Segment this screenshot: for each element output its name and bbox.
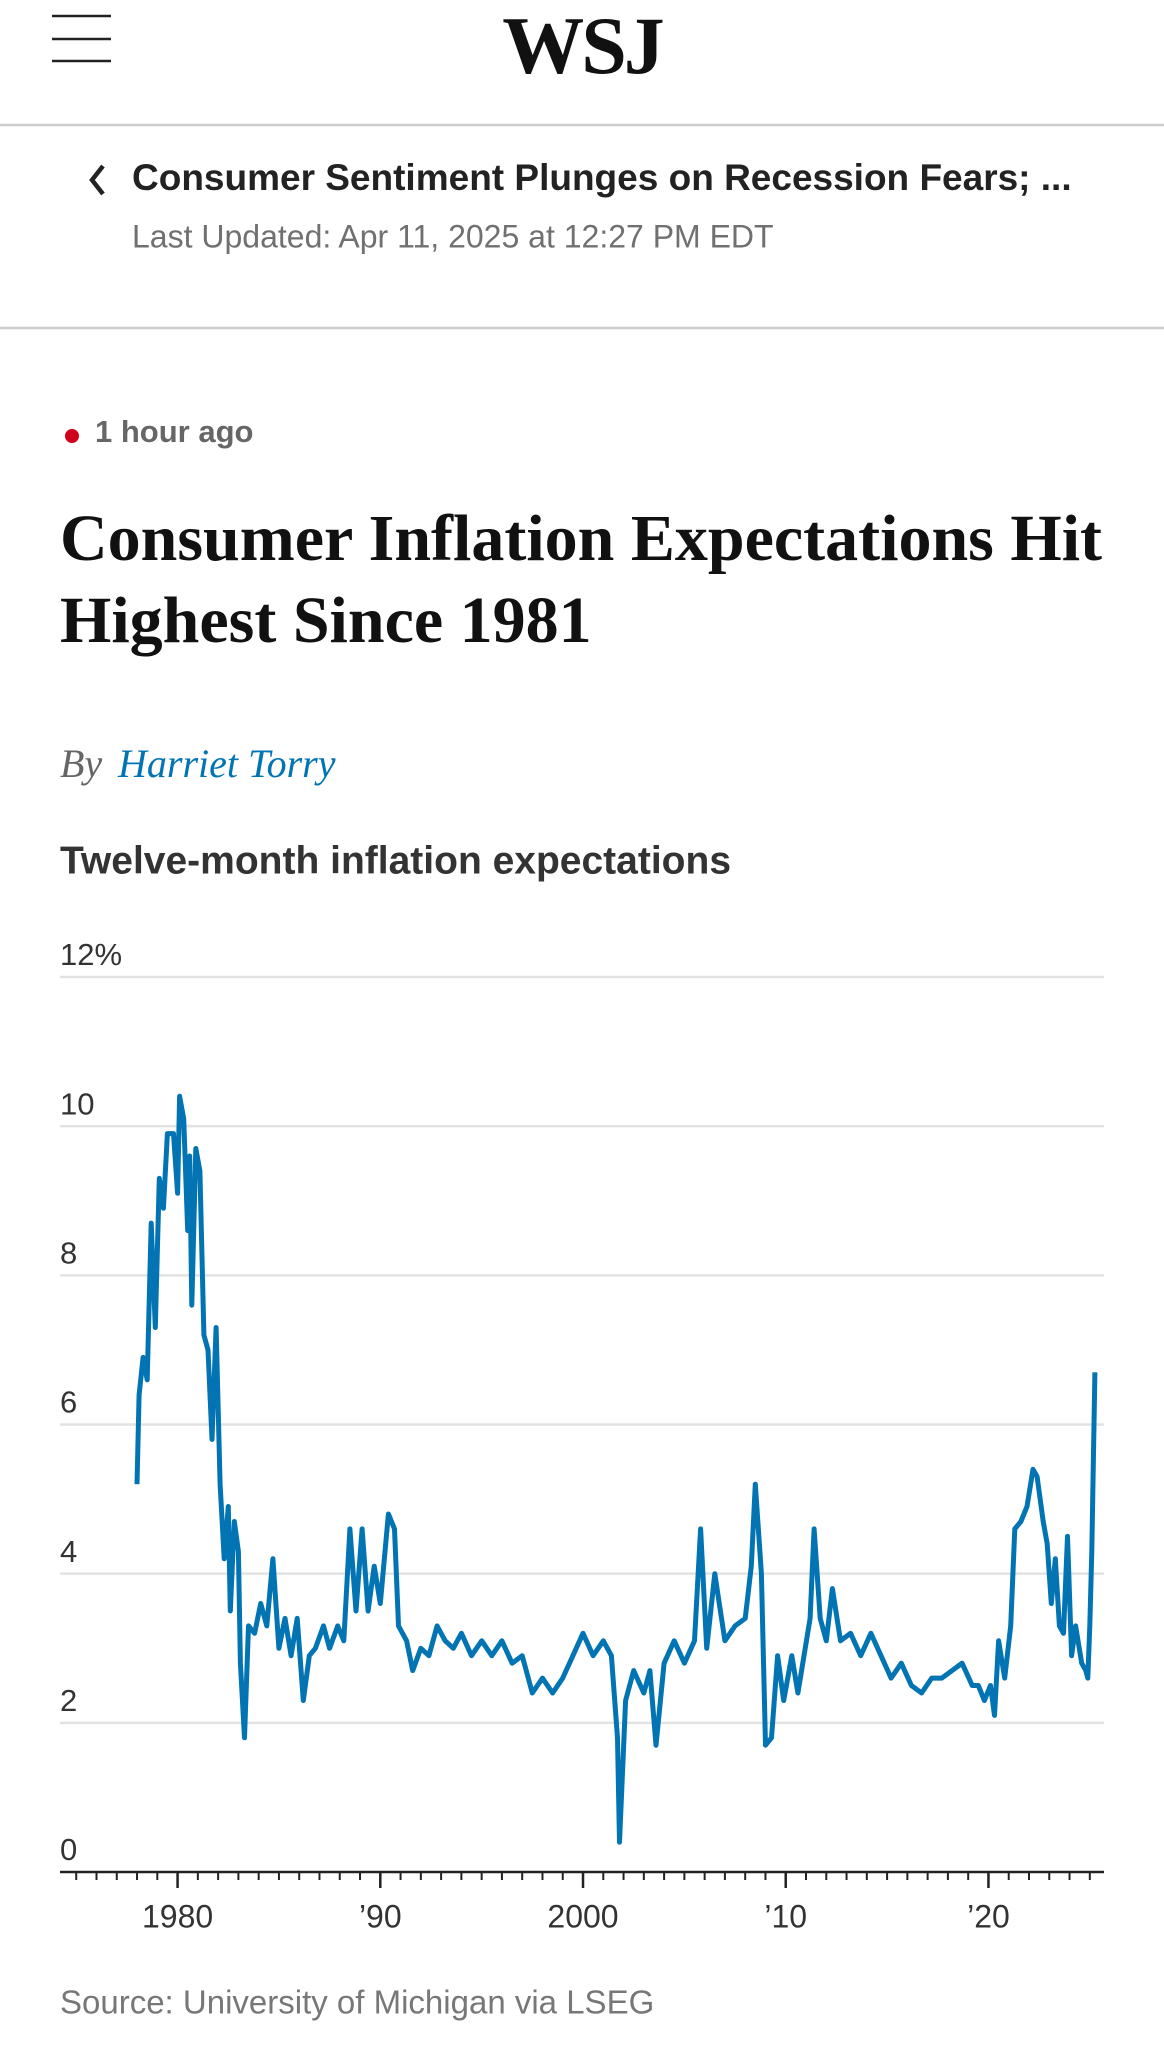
x-tick-label: 2000 (547, 1898, 618, 1934)
y-tick-label: 8 (60, 1236, 77, 1271)
byline-prefix: By (60, 741, 102, 786)
live-dot (65, 429, 79, 443)
data-line (134, 1093, 1098, 1845)
headline: Consumer Inflation Expectations Hit (60, 502, 1102, 575)
chart-title: Twelve-month inflation expectations (60, 839, 731, 882)
y-tick-label: 10 (60, 1086, 94, 1121)
chart-source: Source: University of Michigan via LSEG (60, 1984, 654, 2021)
y-tick-label: 4 (60, 1534, 77, 1569)
y-tick-label: 6 (60, 1385, 77, 1420)
last-updated: Last Updated: Apr 11, 2025 at 12:27 PM E… (132, 218, 774, 254)
x-tick-label: ’20 (967, 1898, 1010, 1934)
x-tick-label: ’90 (359, 1898, 402, 1934)
back-chevron[interactable] (89, 164, 105, 196)
live-title[interactable]: Consumer Sentiment Plunges on Recession … (132, 157, 1072, 198)
menu-button[interactable] (50, 8, 114, 68)
y-tick-label: 2 (60, 1683, 77, 1718)
x-tick-label: ’10 (764, 1898, 807, 1934)
x-tick-label: 1980 (142, 1898, 213, 1934)
y-tick-label: 0 (60, 1832, 77, 1867)
logo[interactable]: WSJ (502, 0, 666, 91)
author-link[interactable]: Harriet Torry (117, 741, 336, 786)
headline: Highest Since 1981 (60, 584, 592, 657)
timestamp: 1 hour ago (95, 414, 253, 449)
y-tick-label: 12% (60, 937, 122, 972)
